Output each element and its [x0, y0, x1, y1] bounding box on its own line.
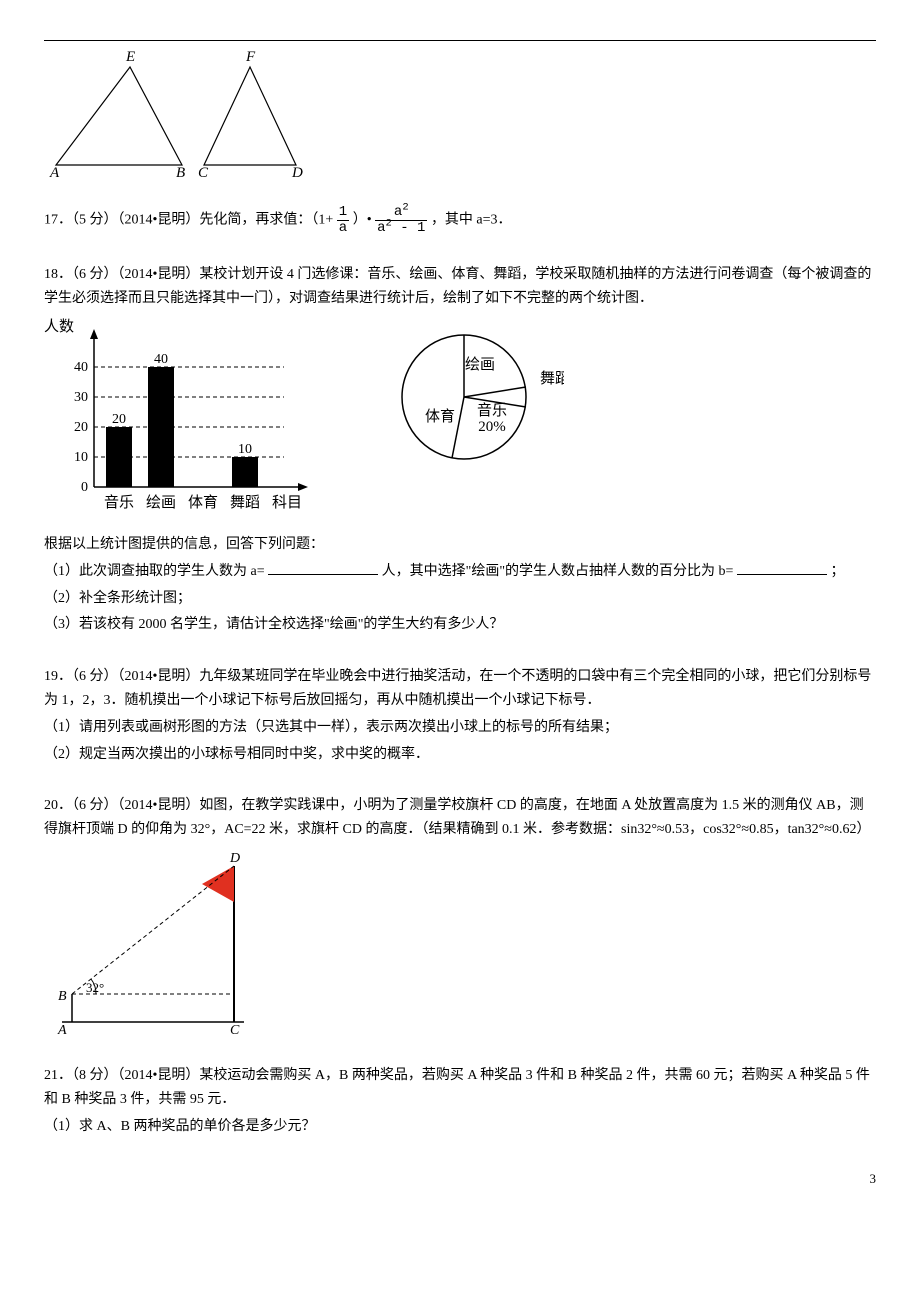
q18-charts: 人数 0 10 20 30 40: [44, 317, 876, 527]
ytick-30: 30: [74, 390, 88, 405]
q17-frac2-num: a2: [375, 205, 427, 221]
q17-frac1-num: 1: [337, 205, 349, 221]
blank-b: [737, 560, 827, 575]
bar-painting: [148, 367, 174, 487]
ytick-20: 20: [74, 420, 88, 435]
label-D: D: [291, 165, 303, 177]
page-number: 3: [44, 1168, 876, 1190]
q17-prefix: 17．（5 分）（2014•昆明）先化简，再求值：（1+: [44, 212, 333, 227]
pie-label-music-pct: 20%: [478, 419, 506, 435]
q17-frac2-den-tail: - 1: [392, 220, 426, 236]
q18-p2: 根据以上统计图提供的信息，回答下列问题：: [44, 533, 876, 557]
barval-1: 40: [154, 352, 168, 367]
q17-frac2-den-base: a: [377, 220, 385, 236]
ytick-40: 40: [74, 360, 88, 375]
flag-icon: [202, 866, 234, 902]
triangles-svg: A B E C D F: [44, 47, 304, 177]
barval-3: 10: [238, 442, 252, 457]
q18-p3b: 人，其中选择"绘画"的学生人数占抽样人数的百分比为 b=: [382, 564, 734, 579]
label-C2: C: [230, 1023, 240, 1036]
q18-p3c: ；: [830, 564, 844, 579]
q18: 18．（6 分）（2014•昆明）某校计划开设 4 门选修课：音乐、绘画、体育、…: [44, 263, 876, 637]
barval-0: 20: [112, 412, 126, 427]
q17-text: 17．（5 分）（2014•昆明）先化简，再求值：（1+ 1 a ）• a2 a…: [44, 205, 876, 235]
pie-label-music: 音乐: [477, 402, 507, 419]
q17-mid: ）•: [353, 212, 372, 227]
cat-tail: 科目: [272, 494, 302, 511]
page-rule: [44, 40, 876, 41]
q17-frac2-den: a2 - 1: [375, 221, 427, 236]
label-A: A: [49, 165, 60, 177]
ytick-10: 10: [74, 450, 88, 465]
bar-ylabel: 人数: [44, 318, 74, 335]
cat-2: 体育: [188, 494, 218, 511]
blank-a: [268, 560, 378, 575]
label-F: F: [245, 49, 256, 65]
label-E: E: [125, 49, 135, 65]
q18-p3a: （1）此次调查抽取的学生人数为 a=: [44, 564, 265, 579]
pie-chart-svg: 绘画 舞蹈 音乐 20% 体育: [384, 317, 564, 477]
bar-music: [106, 427, 132, 487]
q17-frac1-den: a: [337, 221, 349, 236]
q19: 19．（6 分）（2014•昆明）九年级某班同学在毕业晚会中进行抽奖活动，在一个…: [44, 665, 876, 766]
q20: 20．（6 分）（2014•昆明）如图，在教学实践课中，小明为了测量学校旗杆 C…: [44, 794, 876, 1036]
q17: 17．（5 分）（2014•昆明）先化简，再求值：（1+ 1 a ）• a2 a…: [44, 205, 876, 235]
q20-p1: 20．（6 分）（2014•昆明）如图，在教学实践课中，小明为了测量学校旗杆 C…: [44, 794, 876, 842]
cat-0: 音乐: [104, 494, 134, 511]
cat-1: 绘画: [146, 494, 176, 511]
q18-p5: （3）若该校有 2000 名学生，请估计全校选择"绘画"的学生大约有多少人？: [44, 613, 876, 637]
q20-figure-svg: B A C D 32°: [44, 846, 274, 1036]
label-B2: B: [58, 989, 67, 1004]
bar-chart-svg: 人数 0 10 20 30 40: [44, 317, 314, 527]
q17-frac2: a2 a2 - 1: [375, 205, 427, 235]
q21-p1: 21．（8 分）（2014•昆明）某校运动会需购买 A，B 两种奖品，若购买 A…: [44, 1064, 876, 1112]
q19-p2: （1）请用列表或画树形图的方法（只选其中一样），表示两次摸出小球上的标号的所有结…: [44, 716, 876, 740]
pie-label-dance: 舞蹈: [540, 370, 564, 387]
q19-p1: 19．（6 分）（2014•昆明）九年级某班同学在毕业晚会中进行抽奖活动，在一个…: [44, 665, 876, 713]
q17-tail: ，其中 a=3．: [431, 212, 512, 227]
q18-p1: 18．（6 分）（2014•昆明）某校计划开设 4 门选修课：音乐、绘画、体育、…: [44, 263, 876, 311]
label-C: C: [198, 165, 209, 177]
label-A2: A: [57, 1023, 67, 1036]
q19-p3: （2）规定当两次摸出的小球标号相同时中奖，求中奖的概率．: [44, 743, 876, 767]
pie-label-painting: 绘画: [465, 356, 495, 373]
q18-p4: （2）补全条形统计图；: [44, 587, 876, 611]
q18-p3: （1）此次调查抽取的学生人数为 a= 人，其中选择"绘画"的学生人数占抽样人数的…: [44, 560, 876, 584]
q21: 21．（8 分）（2014•昆明）某校运动会需购买 A，B 两种奖品，若购买 A…: [44, 1064, 876, 1138]
q17-frac2-num-sup: 2: [402, 201, 408, 213]
angle-label: 32°: [86, 980, 104, 995]
pie-label-sport: 体育: [425, 408, 455, 425]
q16-figure: A B E C D F: [44, 47, 876, 177]
label-B: B: [176, 165, 185, 177]
cat-3: 舞蹈: [230, 494, 260, 511]
ytick-0: 0: [81, 480, 88, 495]
label-D2: D: [229, 851, 240, 866]
q21-p2: （1）求 A、B 两种奖品的单价各是多少元？: [44, 1115, 876, 1139]
q17-frac1: 1 a: [337, 205, 349, 235]
bar-dance: [232, 457, 258, 487]
